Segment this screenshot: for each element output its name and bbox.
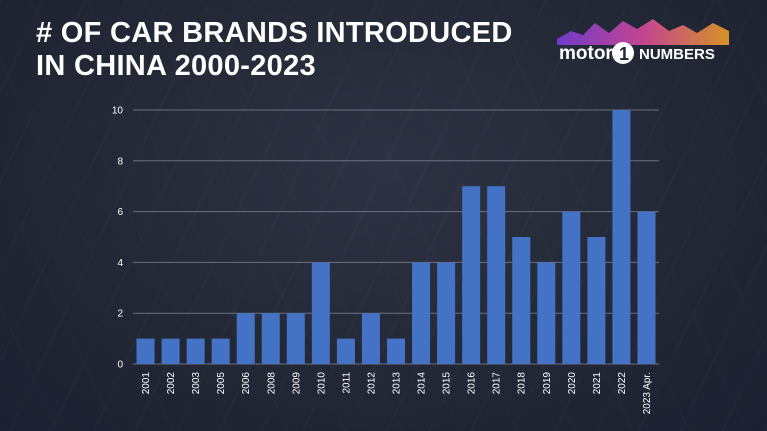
- bar: [587, 237, 606, 364]
- x-tick-label: 2016: [467, 372, 478, 395]
- x-tick-label: 2008: [266, 372, 277, 395]
- x-tick-label: 2019: [542, 372, 553, 395]
- bar: [512, 237, 531, 364]
- x-tick-label: 2006: [241, 372, 252, 395]
- x-tick-label: 2023 Apr.: [642, 372, 653, 414]
- x-tick-label: 2003: [191, 372, 202, 395]
- x-tick-label: 2018: [517, 372, 528, 395]
- y-tick-label: 10: [112, 106, 124, 117]
- x-tick-label: 2005: [216, 372, 227, 395]
- x-tick-label: 2011: [341, 372, 352, 394]
- x-tick-label: 2014: [417, 372, 428, 395]
- bar: [412, 262, 431, 364]
- x-tick-label: 2013: [392, 372, 403, 395]
- bar: [336, 338, 355, 364]
- logo-motor-text: motor: [559, 43, 613, 64]
- x-tick-label: 2020: [567, 372, 578, 395]
- x-tick-label: 2021: [592, 372, 603, 395]
- x-tick-label: 2017: [492, 372, 503, 395]
- chart-title: # OF CAR BRANDS INTRODUCED IN CHINA 2000…: [36, 17, 556, 83]
- x-tick-label: 2012: [366, 372, 377, 395]
- x-tick-label: 2002: [166, 372, 177, 395]
- x-tick-label: 2009: [291, 372, 302, 395]
- bar: [311, 262, 330, 364]
- label-layer: 0 2 4 6 8 10 2001 2002 2003 2005 2006 2008 2009 2010 2…: [112, 106, 653, 415]
- logo-one-text: 1: [619, 44, 629, 64]
- bar: [261, 313, 280, 364]
- bar: [562, 211, 581, 364]
- motor1-numbers-logo: motor 1 NUMBERS: [557, 19, 729, 64]
- y-tick-label: 8: [117, 156, 123, 167]
- x-tick-label: 2015: [442, 372, 453, 395]
- bar: [136, 338, 155, 364]
- y-tick-label: 6: [117, 207, 123, 218]
- bar: [361, 313, 380, 364]
- bar-layer: [136, 110, 656, 364]
- logo-numbers-text: NUMBERS: [639, 46, 715, 63]
- bar: [186, 338, 205, 364]
- bar: [286, 313, 305, 364]
- x-tick-label: 2001: [141, 372, 152, 395]
- y-tick-label: 4: [117, 258, 123, 269]
- x-tick-label: 2010: [316, 372, 327, 395]
- logo-one-circle: [612, 42, 634, 64]
- y-tick-label: 2: [117, 309, 123, 320]
- y-tick-label: 0: [117, 360, 123, 371]
- title-line-1: # OF CAR BRANDS INTRODUCED: [36, 17, 513, 49]
- bar: [537, 262, 556, 364]
- title-line-2: IN CHINA 2000-2023: [36, 50, 316, 82]
- x-tick-label: 2022: [617, 372, 628, 395]
- bar: [487, 186, 506, 364]
- bar: [236, 313, 255, 364]
- bar: [462, 186, 481, 364]
- bar: [612, 110, 631, 364]
- bar: [437, 262, 456, 364]
- bar: [637, 211, 656, 364]
- bar: [211, 338, 230, 364]
- logo-skyline-graphic: [557, 19, 729, 45]
- bar: [161, 338, 180, 364]
- bar: [386, 338, 406, 364]
